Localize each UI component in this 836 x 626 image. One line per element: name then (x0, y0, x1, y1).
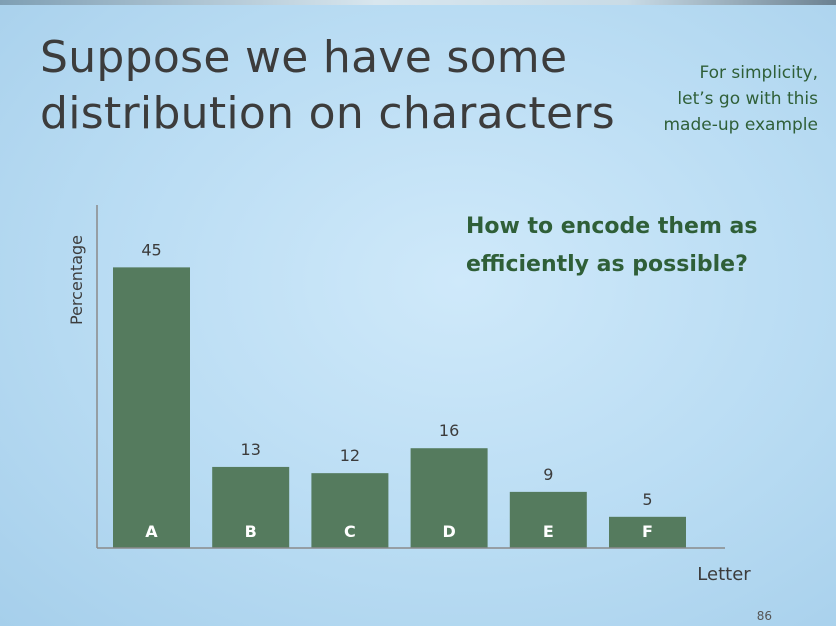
bar-e (509, 491, 587, 548)
category-label-c: C (344, 522, 356, 541)
category-label-f: F (642, 522, 653, 541)
value-label-e: 9 (543, 465, 553, 484)
bar-d (410, 448, 488, 548)
note-line-3: made-up example (663, 115, 818, 135)
bar-b (212, 466, 290, 548)
x-axis-label: Letter (697, 564, 751, 585)
value-label-a: 45 (141, 240, 161, 259)
question-text: How to encode them as efficiently as pos… (466, 208, 806, 284)
bar-f (609, 516, 686, 548)
top-strip (0, 0, 836, 5)
category-label-e: E (543, 522, 554, 541)
question-line-1: How to encode them as (466, 214, 758, 239)
note-line-1: For simplicity, (699, 63, 818, 83)
y-axis-label: Percentage (67, 235, 86, 325)
value-label-c: 12 (340, 446, 360, 465)
value-label-f: 5 (642, 490, 652, 509)
title-line-2: distribution on characters (40, 88, 615, 139)
page-number: 86 (756, 609, 772, 623)
category-label-b: B (245, 522, 257, 541)
bar-a (113, 267, 190, 548)
bars-layer: 45 A 13 B 12 C 16 D 9 E 5 F (113, 240, 686, 548)
bar-c (311, 473, 389, 548)
question-line-2: efficiently as possible? (466, 252, 748, 277)
category-label-d: D (442, 522, 455, 541)
title-line-1: Suppose we have some (40, 32, 568, 83)
category-label-a: A (145, 522, 158, 541)
value-label-d: 16 (439, 421, 459, 440)
value-label-b: 13 (241, 440, 261, 459)
slide-title: Suppose we have some distribution on cha… (40, 30, 620, 142)
note-line-2: let’s go with this (677, 89, 818, 109)
side-note: For simplicity, let’s go with this made-… (598, 60, 818, 138)
